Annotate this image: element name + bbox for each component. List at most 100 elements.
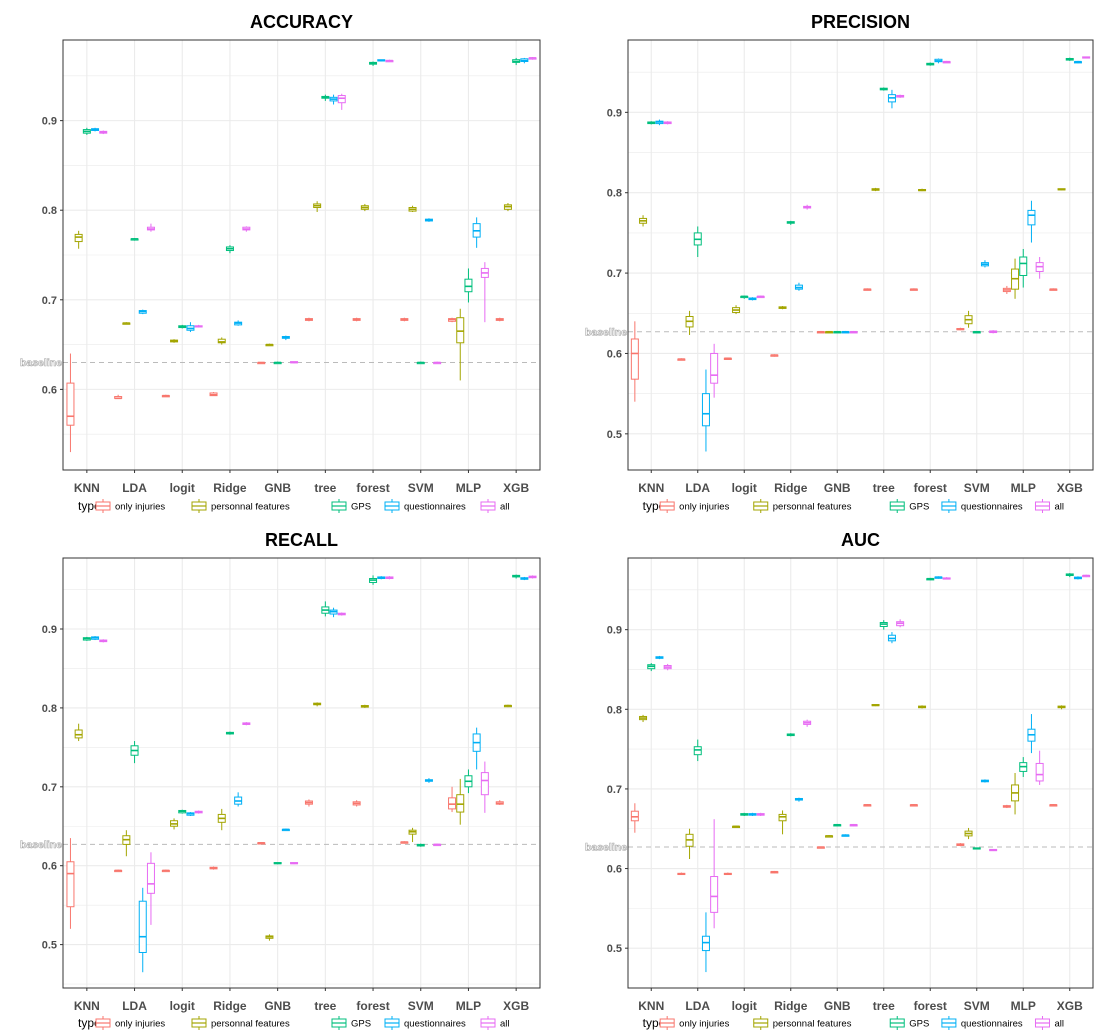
legend-entry-label: all (1054, 1019, 1064, 1030)
baseline-label: baseline (20, 839, 62, 851)
x-tick-label: tree (873, 999, 895, 1013)
box-personnal-features-KNN (74, 233, 83, 243)
legend: type only injuries personnal features GPS qu… (78, 499, 510, 513)
legend-entry-label: personnal features (773, 1019, 852, 1030)
y-tick-label: 0.7 (42, 782, 57, 794)
box-questionnaires-LDA (138, 900, 147, 953)
x-tick-label: SVM (964, 481, 990, 495)
x-tick-label: MLP (456, 481, 481, 495)
box-only-injuries-KNN (66, 861, 75, 908)
x-tick-label: MLP (1011, 481, 1036, 495)
panel-border (627, 557, 1094, 989)
x-tick-label: LDA (685, 481, 710, 495)
y-tick-label: 0.9 (607, 107, 622, 119)
box-personnal-features-Ridge (217, 338, 226, 344)
chart-title: ACCURACY (250, 12, 353, 32)
y-tick-label: 0.6 (607, 348, 622, 360)
x-tick-label: forest (356, 999, 389, 1013)
x-tick-label: forest (914, 999, 947, 1013)
legend-entry-label: GPS (909, 1019, 929, 1030)
legend: type only injuries personnal features GPS qu… (643, 1016, 1064, 1030)
x-tick-label: logit (170, 999, 195, 1013)
legend-entry-label: only injuries (679, 1019, 729, 1030)
y-tick-label: 0.8 (42, 703, 57, 715)
chart-title: PRECISION (811, 12, 910, 32)
x-tick-label: KNN (74, 481, 100, 495)
y-tick-label: 0.8 (42, 205, 57, 217)
x-tick-label: SVM (408, 999, 434, 1013)
y-tick-label: 0.6 (42, 861, 57, 873)
chart-panel-auc: baseline AUC 0.5 0.6 0.7 0.8 0.9 KNN LDA logit Rid… (585, 530, 1094, 1030)
legend-entry-label: personnal features (211, 1019, 290, 1030)
legend-entry-label: all (1054, 502, 1064, 513)
legend-entry-label: questionnaires (404, 502, 466, 513)
y-tick-label: 0.8 (607, 188, 622, 200)
box-only-injuries-KNN (630, 338, 639, 380)
legend: type only injuries personnal features GPS qu… (643, 499, 1064, 513)
x-tick-label: Ridge (213, 481, 247, 495)
y-tick-label: 0.5 (42, 940, 57, 952)
box-only-injuries-KNN (66, 382, 75, 426)
y-tick-label: 0.6 (42, 384, 57, 396)
x-tick-label: Ridge (774, 999, 808, 1013)
x-tick-label: logit (732, 999, 757, 1013)
box-all-MLP (480, 772, 489, 796)
legend-entry-label: questionnaires (404, 1019, 466, 1030)
legend-entry-label: only injuries (115, 502, 165, 513)
legend-entry-label: only injuries (115, 1019, 165, 1030)
legend-title: type (78, 499, 101, 513)
y-tick-label: 0.9 (42, 624, 57, 636)
y-tick-label: 0.5 (607, 943, 622, 955)
baseline-label: baseline (585, 326, 627, 338)
box-all-tree (337, 95, 346, 104)
chart-panel-recall: baseline RECALL 0.5 0.6 0.7 0.8 0.9 KNN LDA logit… (20, 530, 541, 1030)
legend: type only injuries personnal features GPS qu… (78, 1016, 510, 1030)
legend-entry-label: questionnaires (961, 1019, 1023, 1030)
legend-entry-label: GPS (351, 1019, 371, 1030)
panel-border (62, 557, 541, 989)
x-tick-label: LDA (122, 481, 147, 495)
x-tick-label: SVM (408, 481, 434, 495)
x-tick-label: XGB (503, 999, 529, 1013)
legend-entry-label: all (500, 502, 510, 513)
x-tick-label: tree (314, 999, 336, 1013)
x-tick-label: forest (914, 481, 947, 495)
legend-entry-label: all (500, 1019, 510, 1030)
x-tick-label: KNN (638, 999, 664, 1013)
x-tick-label: tree (873, 481, 895, 495)
legend-entry-label: personnal features (211, 502, 290, 513)
x-tick-label: Ridge (774, 481, 808, 495)
box-GPS-MLP (464, 278, 473, 293)
legend-entry-label: only injuries (679, 502, 729, 513)
x-tick-label: MLP (456, 999, 481, 1013)
y-tick-label: 0.6 (607, 864, 622, 876)
chart-title: AUC (841, 530, 880, 550)
box-all-LDA (146, 862, 155, 894)
y-tick-label: 0.8 (607, 704, 622, 716)
chart-title: RECALL (265, 530, 338, 550)
x-tick-label: GNB (264, 481, 291, 495)
box-GPS-MLP (1019, 256, 1028, 276)
x-tick-label: SVM (964, 999, 990, 1013)
x-tick-label: tree (314, 481, 336, 495)
x-tick-label: XGB (1057, 481, 1083, 495)
y-tick-label: 0.9 (607, 625, 622, 637)
legend-entry-label: GPS (909, 502, 929, 513)
baseline-label: baseline (20, 357, 62, 369)
x-tick-label: GNB (824, 481, 851, 495)
box-personnal-features-MLP (456, 317, 465, 344)
x-tick-label: LDA (122, 999, 147, 1013)
panel-border (62, 39, 541, 471)
chart-panel-precision: baseline PRECISION 0.5 0.6 0.7 0.8 0.9 KNN LDA lo… (585, 12, 1094, 513)
legend-title: type (78, 1016, 101, 1030)
x-tick-label: MLP (1011, 999, 1036, 1013)
y-tick-label: 0.5 (607, 429, 622, 441)
x-tick-label: logit (732, 481, 757, 495)
box-questionnaires-MLP (1027, 209, 1036, 226)
x-tick-label: KNN (638, 481, 664, 495)
box-all-MLP (1035, 762, 1044, 782)
y-tick-label: 0.7 (42, 295, 57, 307)
x-tick-label: Ridge (213, 999, 247, 1013)
